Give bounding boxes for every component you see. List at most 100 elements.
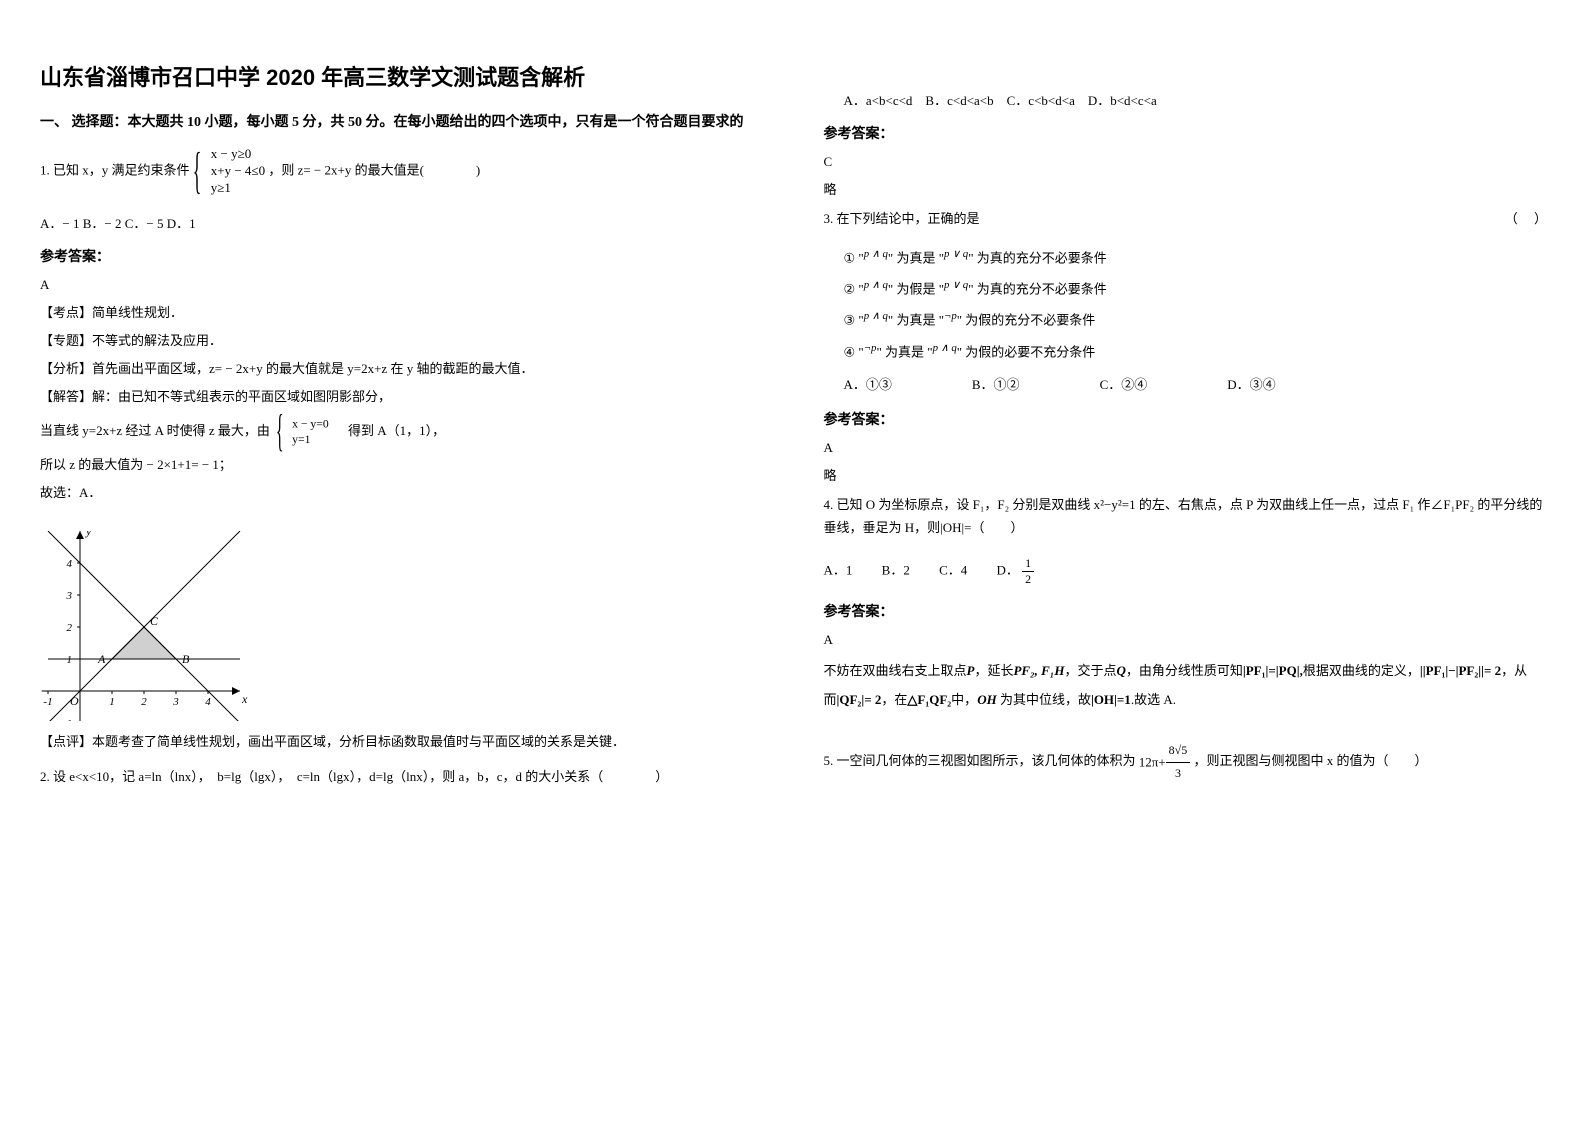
q4-exp-q: Q [1116,663,1125,678]
q5-frac-num: 8√5 [1166,740,1191,763]
q1-answer: A [40,274,764,296]
svg-text:3: 3 [172,696,179,708]
q4-optA: A．1 [824,562,853,577]
q4-frac-num: 1 [1022,556,1034,572]
q3-i2-m1: p ∧ q [864,279,888,291]
q1-analysis-6: 所以 z 的最大值为 − 2×1+1= − 1； [40,454,764,476]
q5-frac-pre: 12π+ [1139,755,1166,770]
q4-optC: C．4 [939,562,967,577]
q3-i3-m1: p ∧ q [864,310,888,322]
svg-text:x: x [241,692,248,706]
q3-item-2: ② "p ∧ q" 为假是 "p ∨ q" 为真的充分不必要条件 [844,278,1548,297]
q3-i3-m2: " 为真是 " [888,313,944,328]
q2-answer-label: 参考答案： [824,123,1548,143]
q1-analysis-1: 【考点】简单线性规划． [40,302,764,324]
q4-exp-1: ，延长 [974,663,1013,678]
q3-answer: A [824,437,1548,459]
q3-i4-pre: ④ " [844,344,864,359]
q1-a5-suffix: 得到 A（1，1）， [335,422,445,437]
q3-i4-m3: p ∧ q [933,342,957,354]
q3-optB: B．①② [972,374,1020,393]
q3-i2-m3: p ∨ q [944,279,968,291]
q4-answer: A [824,629,1548,651]
q1-analysis-8: 【点评】本题考查了简单线性规划，画出平面区域，分析目标函数取最值时与平面区域的关… [40,731,764,753]
q1-a5-c1: x − y=0 [292,416,329,431]
q1-answer-label: 参考答案： [40,246,764,266]
q5-text-suf: ，则正视图与侧视图中 x 的值为（ ） [1194,753,1428,768]
q3-item-1: ① "p ∧ q" 为真是 "p ∨ q" 为真的充分不必要条件 [844,247,1548,266]
q4-explanation: 不妨在双曲线右支上取点P，延长PF₂, F₁H，交于点Q，由角分线性质可知|PF… [824,657,1548,714]
svg-text:A: A [97,652,106,666]
svg-text:-1: -1 [63,718,72,721]
q3-i1-m3: p ∨ q [944,248,968,260]
question-3: 3. 在下列结论中，正确的是 （ ） [824,207,1548,230]
q3-i2-m2: " 为假是 " [888,281,944,296]
q3-i4-suf: " 为假的必要不充分条件 [957,344,1096,359]
svg-text:-1: -1 [43,696,52,708]
q4-optB: B．2 [882,562,910,577]
q4-exp-pre: 不妨在双曲线右支上取点 [824,663,967,678]
q4-options: A．1 B．2 C．4 D． 1 2 [824,556,1548,587]
q3-optC: C．②④ [1100,374,1148,393]
svg-text:4: 4 [205,696,211,708]
q3-i1-m1: p ∧ q [864,248,888,260]
page-container: 山东省淄博市召口中学 2020 年高三数学文测试题含解析 一、 选择题：本大题共… [40,60,1547,1062]
q4-exp-7: 中， [951,692,977,707]
q1-prefix: 1. 已知 x，y 满足约束条件 [40,163,190,178]
q4-exp-oh: OH [977,692,997,707]
q1-a5-brace: x − y=0 y=1 [276,416,329,446]
question-4: 4. 已知 O 为坐标原点，设 F₁，F₂ 分别是双曲线 x²−y²=1 的左、… [824,493,1548,540]
svg-text:C: C [150,614,159,628]
q3-i1-pre: ① " [844,250,864,265]
svg-text:1: 1 [67,654,73,666]
q1-constraints: x − y≥0 x+y − 4≤0 y≥1 [193,146,265,197]
q3-text: 3. 在下列结论中，正确的是 [824,207,980,230]
q4-exp-8: 为其中位线，故 [997,692,1091,707]
q1-analysis-7: 故选：A． [40,482,764,504]
q2-answer: C [824,151,1548,173]
q4-exp-4: 根据双曲线的定义， [1303,663,1420,678]
q3-i1-m2: " 为真是 " [888,250,944,265]
q3-optD: D．③④ [1227,374,1275,393]
graph-svg: -11234-11234xyOABC [40,521,280,721]
q1-analysis-3: 【分析】首先画出平面区域，z= − 2x+y 的最大值就是 y=2x+z 在 y… [40,358,764,380]
right-column: A．a<b<c<d B．c<d<a<b C．c<b<d<a D．b<d<c<a … [824,60,1548,1062]
q3-i4-m2: " 为真是 " [876,344,932,359]
q4-optD-frac: 1 2 [1022,556,1034,587]
q4-exp-eq2: ||PF₁|−|PF₂||= 2 [1420,663,1501,678]
q4-optD-pre: D． [997,562,1019,577]
section-header: 一、 选择题：本大题共 10 小题，每小题 5 分，共 50 分。在每小题给出的… [40,112,764,134]
q3-i3-m3: ¬p [944,310,957,322]
q1-analysis-2: 【专题】不等式的解法及应用． [40,330,764,352]
q5-frac: 8√5 3 [1166,740,1191,784]
q4-answer-label: 参考答案： [824,601,1548,621]
q3-i2-pre: ② " [844,281,864,296]
q4-exp-9: .故选 A. [1131,692,1176,707]
q3-i2-suf: " 为真的充分不必要条件 [968,281,1107,296]
q3-i4-m1: ¬p [864,342,877,354]
question-5: 5. 一空间几何体的三视图如图所示，该几何体的体积为 12π+ 8√5 3 ，则… [824,740,1548,784]
q1-a5-prefix: 当直线 y=2x+z 经过 A 时使得 z 最大，由 [40,422,270,437]
q4-exp-2: ，交于点 [1064,663,1116,678]
svg-text:O: O [70,694,79,708]
svg-text:3: 3 [66,590,73,602]
q4-exp-eq4: |OH|=1 [1091,692,1131,707]
q3-i3-pre: ③ " [844,313,864,328]
q3-item-3: ③ "p ∧ q" 为真是 "¬p" 为假的充分不必要条件 [844,309,1548,328]
q1-graph: -11234-11234xyOABC [40,521,280,721]
q2-note: 略 [824,179,1548,201]
q1-cond1: x − y≥0 [211,146,265,163]
q4-exp-3: ，由角分线性质可知 [1126,663,1243,678]
question-1: 1. 已知 x，y 满足约束条件 x − y≥0 x+y − 4≤0 y≥1 ，… [40,146,764,197]
q1-suffix: ，则 z= − 2x+y 的最大值是( ) [268,163,480,178]
q5-text-pre: 5. 一空间几何体的三视图如图所示，该几何体的体积为 [824,753,1136,768]
q4-exp-tri: △F₁QF₂ [907,692,951,707]
q5-frac-den: 3 [1166,763,1191,785]
q3-optA: A．①③ [844,374,892,393]
q2-options: A．a<b<c<d B．c<d<a<b C．c<b<d<a D．b<d<c<a [824,90,1548,109]
q4-exp-6: ，在 [881,692,907,707]
q1-cond2: x+y − 4≤0 [211,163,265,180]
svg-text:1: 1 [109,696,115,708]
q4-exp-eq3: |QF₂|= 2 [837,692,882,707]
q1-a5-c2: y=1 [292,431,329,446]
